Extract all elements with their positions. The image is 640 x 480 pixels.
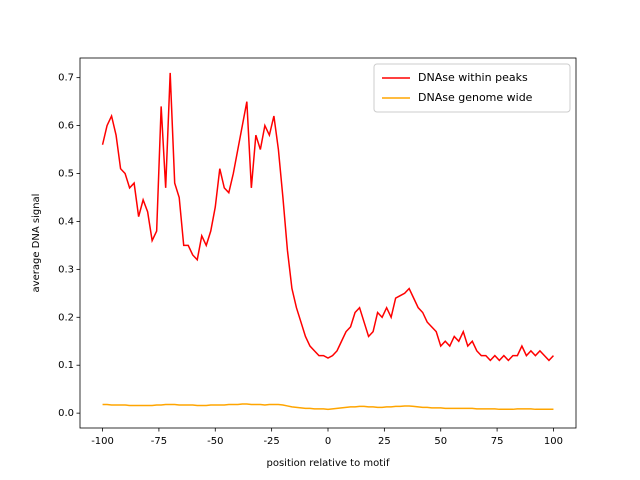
y-tick-label: 0.1 (58, 360, 74, 371)
x-tick-label: 25 (378, 436, 391, 447)
axes-frame (79, 57, 577, 429)
x-tick-label: -25 (263, 436, 279, 447)
x-tick-label: 50 (434, 436, 447, 447)
x-tick-label: 100 (544, 436, 563, 447)
x-axis-label: position relative to motif (267, 458, 390, 469)
y-tick-label: 0.4 (58, 216, 74, 227)
legend-label: DNAse within peaks (418, 71, 528, 84)
x-tick-label: -100 (91, 436, 114, 447)
legend-label: DNAse genome wide (418, 91, 533, 104)
legend-box (373, 63, 571, 113)
y-tick-label: 0.5 (58, 169, 74, 180)
x-tick-label: 75 (491, 436, 504, 447)
y-tick-label: 0.0 (58, 408, 74, 419)
series-line (102, 403, 554, 411)
y-tick-label: 0.6 (58, 121, 74, 132)
x-tick-label: 0 (325, 436, 331, 447)
x-tick-label: -50 (207, 436, 223, 447)
y-tick-label: 0.7 (58, 73, 74, 84)
series-line (101, 72, 554, 362)
y-tick-label: 0.2 (58, 312, 74, 323)
y-axis-label: average DNA signal (31, 194, 42, 293)
y-tick-label: 0.3 (58, 264, 74, 275)
x-tick-label: -75 (151, 436, 167, 447)
